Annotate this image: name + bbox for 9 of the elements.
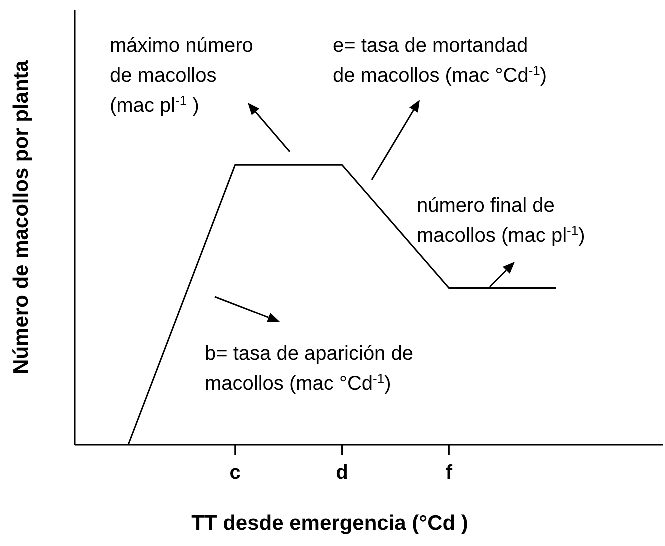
x-axis-title: TT desde emergencia (°Cd ) xyxy=(192,512,468,535)
annotation: b= tasa de aparición de macollos (mac °Cd$^{-1}$) xyxy=(205,343,414,395)
annotation: número final de macollos (mac pl$^{-1}$) xyxy=(417,195,586,247)
text: e= tasa de mortandad de macollos (mac °Cd$^{-1}$) xyxy=(333,35,548,87)
x-tick-label: f xyxy=(446,462,453,484)
y-axis-title: Número de macollos por planta xyxy=(10,60,33,374)
text: máximo número de macollos (mac pl$^{-1}$ ) xyxy=(110,35,254,117)
x-tick-label: c xyxy=(230,462,241,484)
x-tick-label: d xyxy=(336,462,348,484)
